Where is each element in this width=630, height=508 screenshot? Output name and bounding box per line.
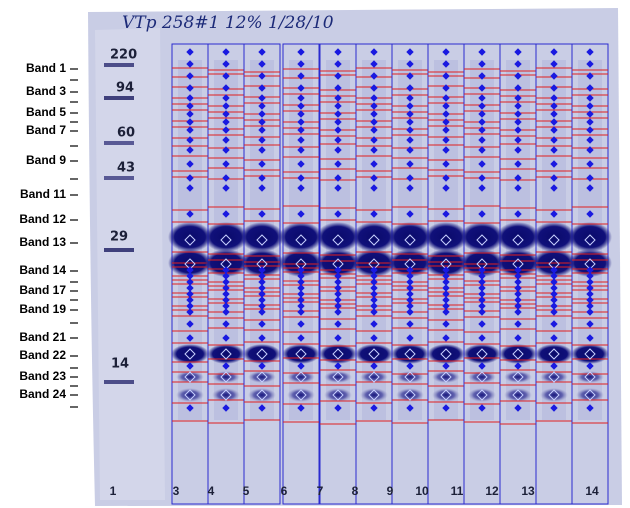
band-blob (360, 371, 388, 383)
band-blob (571, 344, 609, 364)
ladder-band (104, 141, 134, 145)
handwritten-note: VTp 258#1 12% 1/28/10 (122, 13, 334, 33)
lane-number: 4 (208, 484, 215, 498)
marker-label: 60 (117, 126, 135, 141)
lane-number: 8 (352, 484, 359, 498)
band-label: Band 9 (26, 153, 66, 167)
band-label: Band 11 (20, 187, 66, 201)
band-label: Band 1 (26, 61, 66, 75)
band-label: Band 13 (19, 235, 66, 249)
band-blob (319, 344, 357, 364)
band-blob (391, 344, 429, 364)
band-label: Band 5 (26, 105, 66, 119)
lane-number: 5 (243, 484, 250, 498)
lane-number: 7 (317, 484, 324, 498)
band-blob (396, 371, 424, 383)
lane-number: 9 (387, 484, 394, 498)
band-blob (176, 371, 204, 383)
band-blob (499, 344, 537, 364)
band-blob (282, 344, 320, 364)
marker-label: 14 (111, 357, 129, 372)
gel-figure: VTp 258#1 12% 1/28/10 2209460432914Band … (0, 0, 630, 508)
ladder-band (104, 176, 134, 180)
band-label: Band 22 (19, 348, 66, 362)
lane-number: 3 (173, 484, 180, 498)
band-label: Band 19 (19, 302, 66, 316)
marker-label: 220 (110, 48, 137, 63)
band-blob (324, 371, 352, 383)
ladder-band (104, 96, 134, 100)
lane-number: 13 (521, 484, 535, 498)
marker-label: 29 (110, 230, 128, 245)
band-blob (212, 371, 240, 383)
band-blob (504, 371, 532, 383)
band-blob (207, 344, 245, 364)
band-blob (463, 344, 501, 364)
ladder-band (104, 63, 134, 67)
lane-number: 6 (281, 484, 288, 498)
band-label: Band 21 (19, 330, 66, 344)
ladder-band (104, 380, 134, 384)
lane-number: 12 (485, 484, 499, 498)
marker-label: 94 (116, 81, 134, 96)
ladder-band (104, 248, 134, 252)
band-blob (248, 371, 276, 383)
band-blob (432, 371, 460, 383)
band-blob (535, 344, 573, 364)
lane-number: 11 (451, 484, 464, 498)
band-blob (576, 371, 604, 383)
band-blob (355, 344, 393, 364)
lane-number: 14 (585, 484, 599, 498)
band-blob (540, 371, 568, 383)
band-blob (240, 222, 284, 252)
band-blob (568, 222, 612, 252)
band-label: Band 14 (19, 263, 66, 277)
band-label: Band 7 (26, 123, 66, 137)
band-blob (171, 344, 209, 364)
band-label: Band 3 (26, 84, 66, 98)
marker-label: 43 (117, 161, 135, 176)
band-label: Band 12 (19, 212, 66, 226)
lane-number: 1 (110, 484, 117, 498)
band-label: Band 17 (19, 283, 66, 297)
lane-number: 10 (415, 484, 429, 498)
band-label: Band 23 (19, 369, 66, 383)
band-label: Band 24 (19, 387, 66, 401)
